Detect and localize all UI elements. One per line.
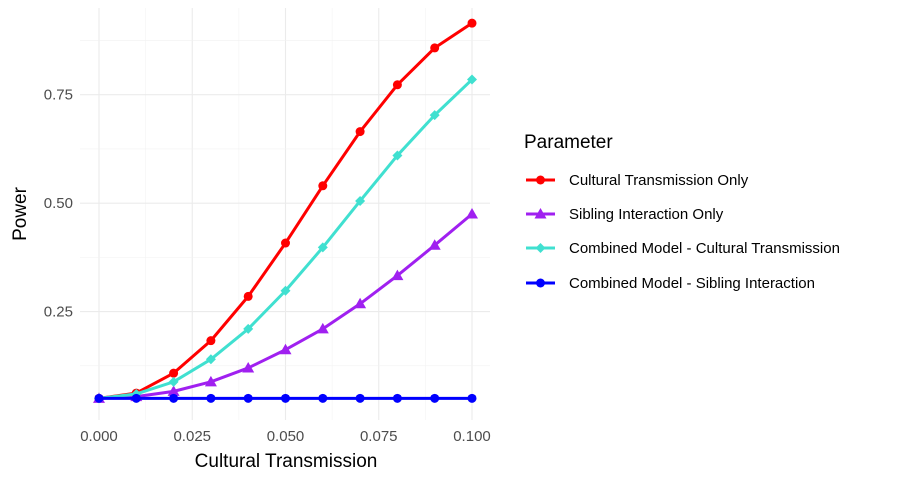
data-point: [205, 354, 216, 365]
data-point: [467, 18, 477, 28]
legend-item: Cultural Transmission Only: [526, 172, 749, 189]
legend-key-marker: [534, 208, 547, 219]
legend-key-marker: [536, 278, 545, 288]
x-tick-label: 0.025: [173, 428, 211, 445]
series-combined-model-sibling-interaction: [94, 393, 477, 403]
data-point: [206, 393, 216, 403]
legend-key-marker: [535, 243, 546, 253]
legend-label: Cultural Transmission Only: [569, 172, 749, 189]
legend-title: Parameter: [524, 132, 613, 153]
x-tick-label: 0.050: [267, 428, 305, 445]
y-axis-title: Power: [10, 186, 31, 241]
data-point: [169, 393, 179, 403]
data-point: [430, 43, 440, 53]
data-point: [466, 208, 478, 219]
legend-item: Combined Model - Cultural Transmission: [526, 240, 840, 257]
data-point: [281, 238, 290, 248]
data-point: [467, 74, 477, 85]
data-point: [392, 80, 402, 90]
data-point: [243, 393, 253, 403]
legend-key-marker: [536, 175, 545, 185]
data-point: [355, 393, 365, 403]
legend-label: Sibling Interaction Only: [569, 206, 724, 223]
data-point: [168, 376, 179, 387]
data-point: [281, 393, 290, 403]
data-point: [167, 385, 180, 396]
data-point: [391, 269, 404, 281]
x-tick-label: 0.000: [80, 428, 118, 445]
data-point: [430, 393, 440, 403]
legend-label: Combined Model - Sibling Interaction: [569, 275, 815, 292]
data-point: [429, 110, 440, 121]
data-point: [467, 393, 477, 403]
data-point: [355, 127, 365, 137]
legend-items: Cultural Transmission Only Sibling Intera…: [526, 172, 840, 292]
data-point: [318, 393, 328, 403]
series-layer: [93, 18, 478, 404]
tick-labels: 0.000 0.025 0.050 0.075 0.100 0.25 0.50 0.75: [44, 87, 491, 445]
data-point: [355, 195, 366, 206]
data-point: [280, 285, 291, 296]
legend-item: Combined Model - Sibling Interaction: [526, 275, 815, 292]
y-tick-label: 0.25: [44, 304, 73, 321]
data-point: [428, 239, 441, 250]
x-tick-label: 0.100: [453, 428, 491, 445]
data-point: [317, 242, 328, 253]
data-point: [169, 368, 179, 378]
data-point: [392, 393, 402, 403]
data-point: [279, 343, 292, 355]
series-combined-model-cultural-transmission: [94, 74, 477, 404]
data-point: [204, 375, 217, 387]
data-point: [94, 393, 104, 403]
data-point: [354, 297, 367, 309]
data-point: [131, 393, 141, 403]
x-axis-title: Cultural Transmission: [195, 451, 378, 472]
y-tick-label: 0.75: [44, 87, 73, 104]
legend-item: Sibling Interaction Only: [526, 206, 724, 223]
data-point: [316, 322, 329, 334]
data-point: [243, 291, 253, 301]
legend: Parameter Cultural Transmission Only Sibl…: [524, 132, 840, 292]
data-point: [318, 181, 328, 191]
y-tick-label: 0.50: [44, 195, 73, 212]
data-point: [242, 361, 255, 373]
data-point: [392, 150, 403, 161]
x-tick-label: 0.075: [360, 428, 398, 445]
data-point: [206, 336, 216, 346]
legend-label: Combined Model - Cultural Transmission: [569, 240, 840, 257]
data-point: [243, 323, 254, 334]
